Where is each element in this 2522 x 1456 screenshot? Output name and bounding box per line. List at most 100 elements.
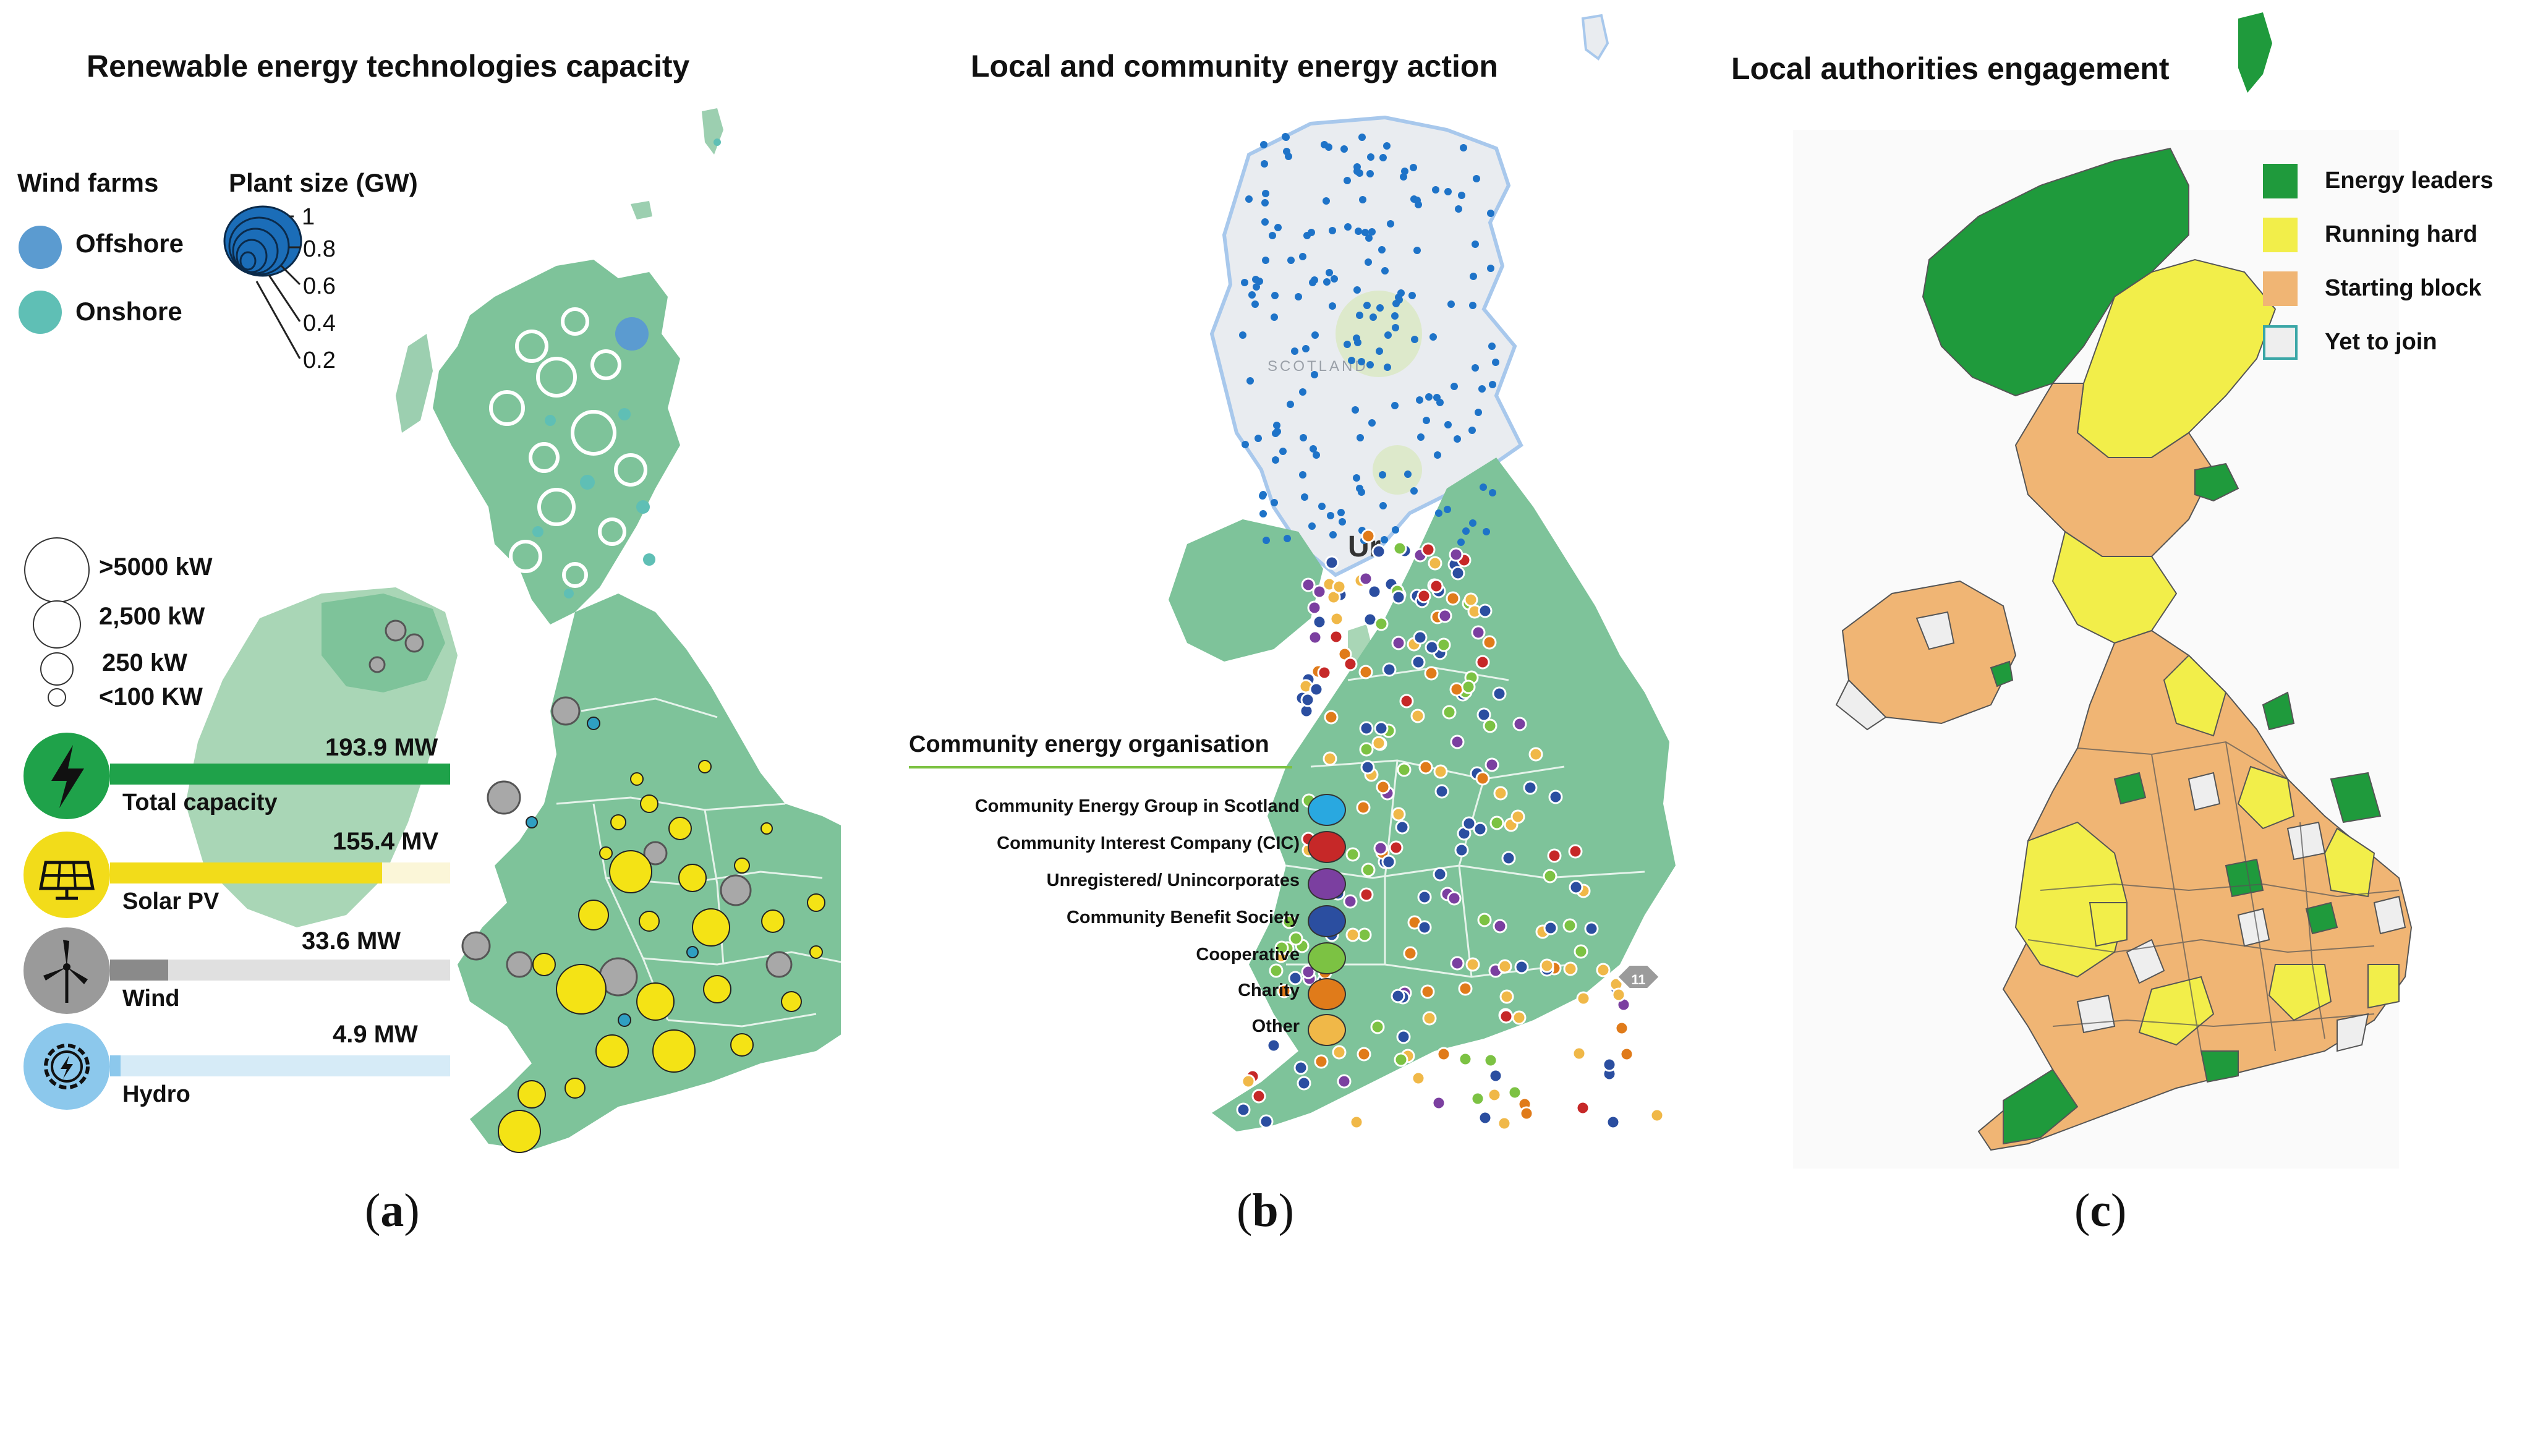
england-community-dot (1367, 584, 1382, 599)
scotland-community-dot (1404, 470, 1412, 478)
scotland-community-dot (1311, 276, 1318, 284)
community-legend-swatch (1308, 794, 1346, 826)
england-community-dot (1512, 1010, 1527, 1025)
england-community-dot (1454, 843, 1469, 858)
england-community-dot (1523, 780, 1538, 795)
england-community-dot (1475, 655, 1490, 670)
england-community-dot (1251, 1089, 1266, 1104)
community-legend-label: Unregistered/ Unincorporates (1046, 871, 1300, 890)
england-community-dot (1359, 721, 1374, 736)
scotland-community-dot (1248, 291, 1256, 299)
total-bar-fill (110, 764, 450, 785)
scotland-community-dot (1255, 435, 1262, 442)
england-community-dot (1259, 1114, 1274, 1129)
plant-size-tick-2: 0.8 (303, 236, 336, 262)
scotland-community-dot (1271, 499, 1278, 506)
panel-renewable-capacity: Renewable energy technologies capacity (0, 0, 841, 1251)
scotland-community-dot (1423, 417, 1430, 424)
england-community-dot (1293, 1060, 1308, 1075)
hydro-sites (526, 717, 699, 1027)
scotland-community-dot (1291, 347, 1298, 355)
england-community-dot (1510, 809, 1525, 824)
plant-size-legend (223, 205, 302, 359)
england-community-dot (1507, 1085, 1522, 1100)
scotland-community-dot (1272, 456, 1279, 464)
panel-c-label: (c) (2074, 1185, 2127, 1237)
england-community-dot (1428, 556, 1442, 571)
scotland-community-dot (1329, 302, 1336, 310)
scotland-community-dot (1287, 401, 1294, 408)
england-community-dot (1391, 590, 1406, 605)
scotland-community-dot (1253, 283, 1260, 291)
scotland-community-dot (1284, 535, 1291, 542)
england-community-dot (1399, 694, 1414, 709)
engagement-legend-label: Energy leaders (2325, 168, 2494, 194)
scotland-community-dot (1376, 347, 1383, 355)
england-community-dot (1514, 960, 1529, 974)
england-community-dot (1497, 959, 1512, 974)
england-community-dot (1312, 615, 1327, 629)
community-legend: Community energy organisation Community … (866, 720, 1370, 1456)
shetland-c (2238, 12, 2272, 93)
scotland-community-dot (1239, 331, 1246, 339)
offshore-label: Offshore (75, 229, 184, 258)
england-community-dot (1611, 987, 1626, 1002)
england-community-dot (1314, 1054, 1329, 1069)
community-legend-swatch (1308, 905, 1346, 937)
engagement-legend-label: Yet to join (2325, 329, 2437, 355)
england-community-dot (1568, 844, 1583, 859)
legend-underline (909, 766, 1292, 768)
aggregate-badge-count: 11 (1631, 972, 1645, 987)
scotland-community-dot (1433, 394, 1441, 401)
england-community-dot (1421, 542, 1436, 557)
scotland-community-dot (1451, 383, 1458, 390)
england-community-dots (1236, 529, 1664, 1131)
engagement-legend-swatch (2263, 218, 2298, 252)
community-legend-label: Other (1251, 1016, 1300, 1036)
onshore-wind-dots (532, 138, 721, 598)
local-authorities-map (1793, 12, 2413, 1169)
england-community-dot (1425, 640, 1439, 655)
community-legend-label: Cooperative (1196, 945, 1300, 964)
england-community-dot (1543, 869, 1557, 883)
fife-region (2194, 462, 2239, 502)
england-community-dot (1574, 944, 1588, 959)
running-hard-authorities (2089, 654, 2400, 1046)
panel-c-title: Local authorities engagement (1731, 51, 2170, 86)
england-community-dot (1451, 566, 1465, 581)
england-community-dot (1282, 914, 1297, 929)
england-community-dot (1461, 679, 1476, 694)
total-bar (110, 764, 450, 785)
england-community-dot (1349, 1115, 1364, 1130)
england-community-dot (1289, 931, 1303, 946)
scotland-community-dot (1392, 324, 1399, 331)
england-community-dot (1446, 591, 1460, 606)
scotland-community-dot (1261, 218, 1269, 226)
scotland-community-dot (1282, 134, 1290, 141)
england-community-dot (1488, 1068, 1503, 1083)
solar-size-2500: 2,500 kW (99, 603, 205, 630)
england-community-dot (1572, 1046, 1587, 1061)
wind-bar (110, 960, 450, 981)
england-community-dot (1470, 1091, 1485, 1106)
engagement-legend-swatch (2263, 164, 2298, 198)
scotland-community-dot (1313, 451, 1320, 459)
scotland-community-dot (1468, 427, 1476, 434)
england-community-dot (1476, 707, 1491, 722)
scotland-community-dot (1370, 313, 1377, 321)
scotland-community-dot (1435, 509, 1442, 517)
england-community-dot (1442, 705, 1457, 720)
england-community-dot (1391, 807, 1406, 822)
england-community-dot (1301, 577, 1316, 592)
scotland-community-dot (1478, 385, 1486, 393)
scotland-community-dot (1368, 419, 1376, 427)
solar-bar-fill (110, 862, 382, 883)
england-community-dot (1312, 584, 1327, 599)
england-community-dot (1324, 555, 1339, 570)
scotland-community-dot (1434, 451, 1441, 459)
total-label: Total capacity (122, 790, 278, 815)
panel-b-title: Local and community energy action (971, 49, 1498, 83)
england-community-dot (1478, 603, 1493, 618)
england-community-dot (1462, 816, 1476, 831)
england-community-dot (1493, 786, 1508, 801)
